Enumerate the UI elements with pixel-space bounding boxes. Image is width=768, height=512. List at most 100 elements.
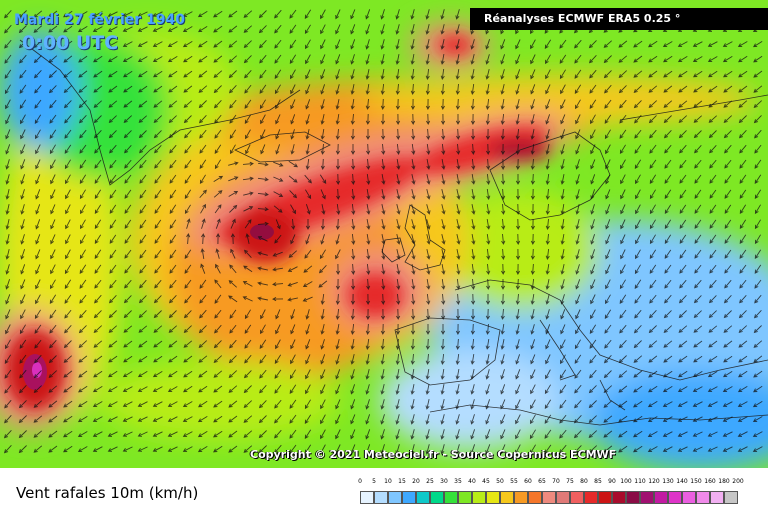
wind-arrow-icon (304, 414, 312, 424)
wind-arrow-icon (5, 204, 10, 215)
wind-arrow-icon (305, 39, 311, 50)
wind-arrow-icon (168, 130, 177, 139)
wind-arrow-icon (648, 70, 658, 78)
wind-arrow-icon (3, 444, 12, 454)
scale-tick-label: 55 (510, 478, 518, 485)
wind-arrow-icon (605, 144, 611, 155)
wind-arrow-icon (34, 99, 42, 109)
wind-arrow-icon (724, 264, 732, 274)
wind-arrow-icon (722, 416, 733, 422)
scale-tick-label: 15 (398, 478, 406, 485)
wind-arrow-icon (708, 310, 717, 319)
wind-arrow-icon (410, 54, 415, 65)
wind-arrow-icon (79, 129, 87, 139)
wind-arrow-icon (485, 84, 490, 95)
wind-arrow-icon (559, 414, 567, 424)
scale-swatch (584, 491, 598, 504)
wind-arrow-icon (575, 129, 581, 140)
wind-arrow-icon (440, 68, 445, 80)
wind-arrow-icon (257, 177, 269, 182)
wind-arrow-icon (305, 309, 310, 320)
wind-arrow-icon (693, 115, 702, 123)
wind-arrow-icon (500, 429, 506, 440)
wind-arrow-icon (440, 384, 445, 395)
wind-arrow-icon (739, 159, 747, 169)
wind-arrow-icon (694, 249, 702, 259)
wind-arrow-icon (530, 294, 535, 305)
wind-arrow-icon (290, 69, 296, 80)
wind-arrow-icon (530, 54, 536, 65)
wind-arrow-icon (92, 431, 103, 437)
wind-arrow-icon (604, 99, 612, 109)
wind-arrow-icon (335, 444, 341, 455)
scale-swatch (696, 491, 710, 504)
wind-arrow-icon (350, 414, 356, 425)
wind-arrow-icon (679, 279, 687, 289)
map-canvas (0, 0, 768, 468)
wind-arrow-icon (77, 11, 88, 17)
wind-arrow-icon (618, 415, 628, 423)
wind-arrow-icon (723, 70, 733, 78)
wind-arrow-icon (154, 145, 162, 154)
wind-arrow-icon (5, 234, 10, 245)
wind-arrow-icon (351, 188, 356, 200)
wind-arrow-icon (287, 266, 298, 272)
wind-arrow-icon (18, 430, 27, 439)
wind-arrow-icon (754, 219, 761, 230)
wind-arrow-icon (396, 113, 401, 125)
wind-arrow-icon (425, 83, 430, 95)
wind-arrow-icon (411, 264, 416, 275)
wind-arrow-icon (620, 219, 626, 230)
scale-tick-label: 0 (358, 478, 362, 485)
wind-arrow-icon (78, 40, 88, 48)
wind-arrow-icon (213, 370, 223, 378)
wind-arrow-icon (274, 69, 282, 79)
wind-arrow-icon (648, 340, 658, 348)
wind-arrow-icon (5, 189, 10, 200)
wind-arrow-icon (589, 99, 597, 109)
wind-arrow-icon (124, 204, 132, 214)
wind-arrow-icon (20, 294, 26, 305)
wind-arrow-icon (18, 10, 27, 19)
wind-arrow-icon (649, 249, 657, 259)
wind-arrow-icon (425, 324, 431, 335)
wind-arrow-icon (213, 355, 223, 364)
wind-arrow-icon (618, 370, 628, 378)
wind-arrow-icon (709, 234, 717, 244)
wind-gust-map[interactable]: Mardi 27 février 1940 0:00 UTC Réanalyse… (0, 0, 768, 468)
wind-arrow-icon (380, 383, 385, 395)
wind-arrow-icon (588, 40, 597, 49)
wind-arrow-icon (649, 174, 657, 184)
wind-arrow-icon (305, 99, 311, 110)
wind-arrow-icon (169, 159, 177, 169)
scale-swatch (514, 491, 528, 504)
wind-arrow-icon (18, 400, 27, 409)
wind-arrow-icon (350, 369, 355, 380)
wind-arrow-icon (455, 83, 460, 95)
wind-arrow-icon (545, 54, 551, 65)
wind-arrow-icon (633, 415, 643, 423)
wind-arrow-icon (425, 98, 430, 110)
wind-arrow-icon (633, 400, 643, 408)
wind-arrow-icon (34, 324, 42, 334)
wind-arrow-icon (243, 415, 253, 423)
wind-arrow-icon (93, 310, 102, 319)
wind-arrow-icon (5, 264, 10, 275)
wind-arrow-icon (122, 26, 133, 32)
wind-arrow-icon (152, 446, 163, 452)
wind-arrow-icon (335, 218, 340, 230)
wind-arrow-icon (634, 114, 642, 124)
wind-arrow-icon (228, 385, 238, 393)
wind-arrow-icon (19, 54, 27, 64)
wind-arrow-icon (274, 54, 282, 64)
wind-arrow-icon (139, 264, 147, 274)
wind-arrow-icon (471, 143, 476, 155)
wind-arrow-icon (545, 324, 551, 335)
wind-arrow-icon (139, 204, 147, 214)
scale-swatch (472, 491, 486, 504)
wind-arrow-icon (440, 353, 445, 365)
wind-arrow-icon (243, 25, 252, 33)
wind-arrow-icon (516, 218, 521, 230)
wind-arrow-icon (485, 444, 491, 455)
wind-arrow-icon (724, 189, 732, 199)
